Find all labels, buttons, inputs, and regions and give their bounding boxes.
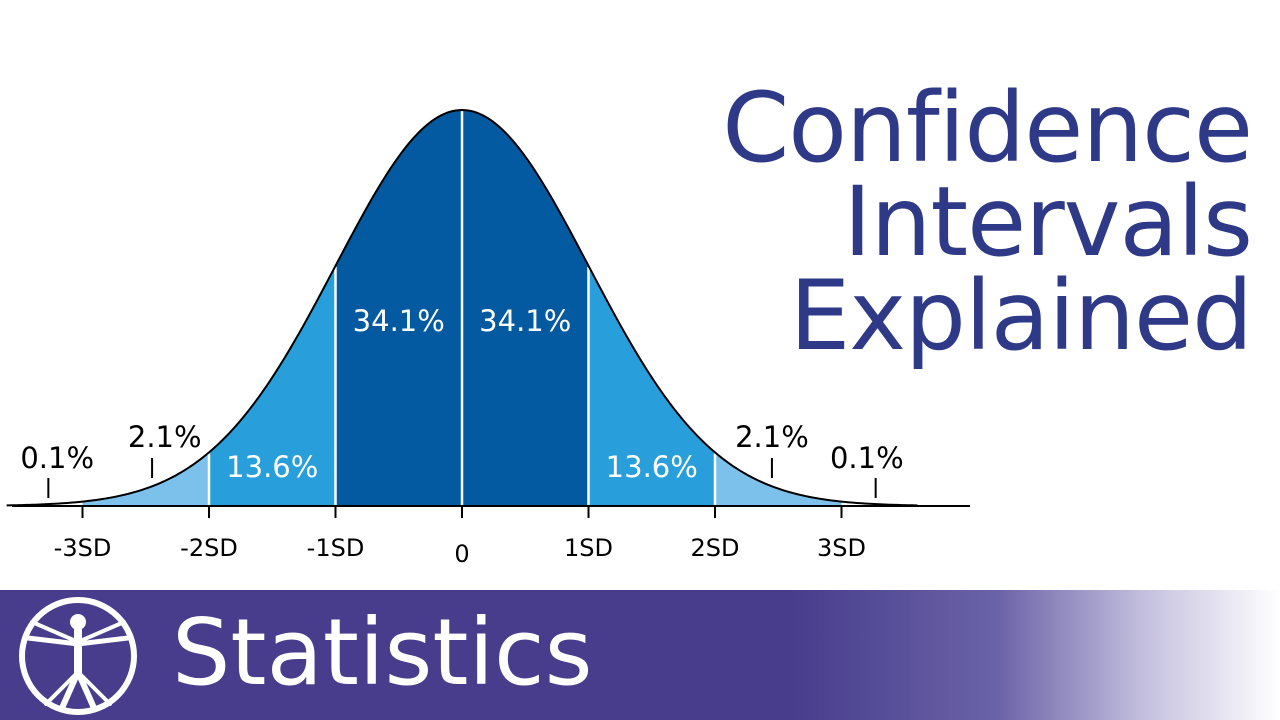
curve-line (6, 108, 918, 507)
x-tick-label: -3SD (54, 534, 112, 562)
band-percent-label: 2.1% (735, 420, 809, 454)
x-tick-label: 0 (454, 540, 469, 568)
statistics-banner (0, 590, 1280, 720)
tail-percent-label: 0.1% (20, 441, 94, 475)
band-6 (715, 452, 842, 506)
x-tick-label: 1SD (564, 534, 613, 562)
title-line-1: Confidence (722, 72, 1253, 184)
band-percent-label: 13.6% (606, 450, 698, 484)
x-tick-label: 3SD (817, 534, 866, 562)
title-line-3: Explained (789, 260, 1253, 372)
band-percent-label: 34.1% (353, 304, 445, 338)
title-line-2: Intervals (843, 166, 1253, 278)
x-tick-label: 2SD (691, 534, 740, 562)
banner-label: Statistics (172, 599, 593, 706)
x-tick-label: -2SD (180, 534, 238, 562)
normal-distribution-chart: -3SD -2SD -1SD 0 1SD 2SD 3SD 2.1% 13.6% 34.1% 34.1… (6, 108, 970, 568)
band-1 (82, 452, 209, 506)
tail-percent-label: 0.1% (830, 441, 904, 475)
band-percent-label: 34.1% (479, 304, 571, 338)
band-percent-label: 13.6% (226, 450, 318, 484)
vitruvian-man-icon (19, 597, 137, 715)
x-tick-label: -1SD (307, 534, 365, 562)
band-percent-label: 2.1% (128, 420, 202, 454)
